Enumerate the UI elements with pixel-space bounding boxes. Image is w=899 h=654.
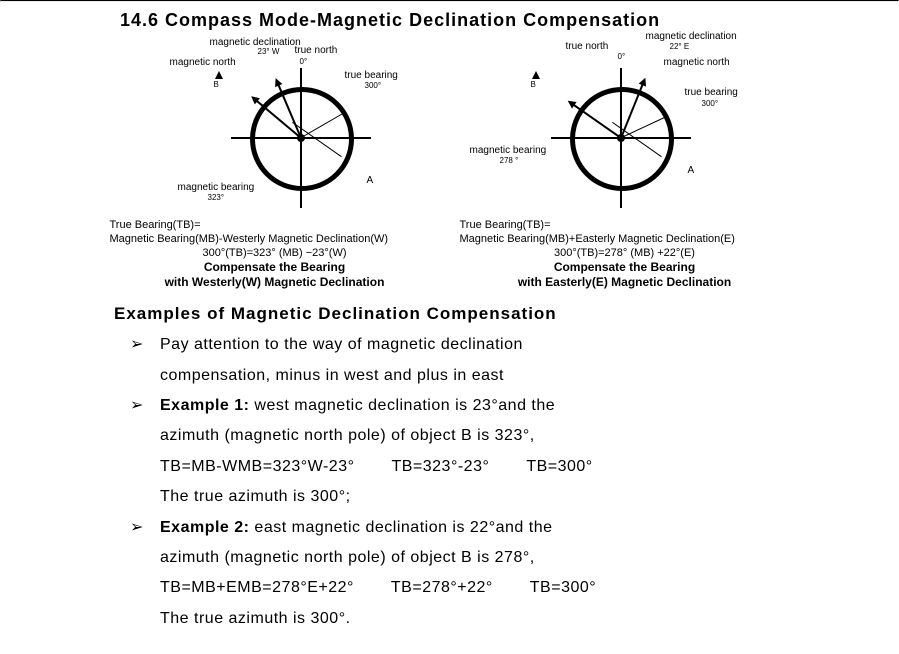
diagram-east: magnetic declination 22° E true north 0°… [470, 37, 750, 217]
triangle-b-icon [532, 71, 540, 79]
example-label: Example 1: [160, 397, 249, 414]
list-item: ➢ Example 1: west magnetic declination i… [130, 391, 829, 513]
label-magnetic-declination: magnetic declination [646, 31, 737, 42]
cap-line: Magnetic Bearing(MB)+Easterly Magnetic D… [460, 233, 790, 247]
label-magnetic-north: magnetic north [664, 57, 730, 68]
bullet-arrow-icon: ➢ [130, 330, 144, 360]
label-A: A [688, 165, 695, 176]
cap-line-bold: with Westerly(W) Magnetic Declination [110, 275, 440, 290]
formula-row: TB=MB-WMB=323°W-23° TB=323°-23° TB=300° [160, 458, 625, 475]
label-magnetic-bearing-val: 278 ° [500, 156, 519, 165]
cap-line-bold: with Easterly(E) Magnetic Declination [460, 275, 790, 290]
captions-row: True Bearing(TB)= Magnetic Bearing(MB)-W… [0, 219, 899, 290]
label-true-bearing: true bearing [345, 70, 398, 81]
text: azimuth (magnetic north pole) of object … [160, 549, 535, 566]
text: Pay attention to the way of magnetic dec… [160, 336, 523, 353]
caption-east: True Bearing(TB)= Magnetic Bearing(MB)+E… [460, 219, 790, 290]
label-md-value: 22° E [670, 42, 690, 51]
text: The true azimuth is 300°. [160, 610, 351, 627]
label-true-north: true north [566, 41, 609, 52]
formula: TB=MB-WMB=323°W-23° [160, 452, 355, 482]
label-true-bearing-val: 300° [365, 81, 382, 90]
formula: TB=278°+22° [391, 573, 493, 603]
cap-line-bold: Compensate the Bearing [460, 260, 790, 275]
label-md-value: 23° W [258, 47, 280, 56]
cap-line-bold: Compensate the Bearing [110, 260, 440, 275]
bullet-list: ➢ Pay attention to the way of magnetic d… [130, 330, 829, 634]
formula: TB=300° [530, 573, 596, 603]
section-title: 14.6 Compass Mode-Magnetic Declination C… [120, 10, 899, 31]
triangle-b-icon [215, 71, 223, 79]
label-true-north-deg: 0° [618, 52, 626, 61]
text: The true azimuth is 300°; [160, 488, 351, 505]
bullet-arrow-icon: ➢ [130, 513, 144, 543]
label-A: A [367, 175, 374, 186]
label-B: B [214, 80, 219, 89]
text: compensation, minus in west and plus in … [160, 367, 504, 384]
caption-west: True Bearing(TB)= Magnetic Bearing(MB)-W… [110, 219, 440, 290]
cap-line: 300°(TB)=278° (MB) +22°(E) [460, 247, 790, 261]
label-magnetic-north: magnetic north [170, 57, 236, 68]
label-true-north-deg: 0° [300, 57, 308, 66]
label-magnetic-bearing-val: 323° [208, 193, 225, 202]
label-true-north: true north [295, 45, 338, 56]
text: azimuth (magnetic north pole) of object … [160, 427, 535, 444]
formula: TB=323°-23° [391, 452, 489, 482]
cap-line: True Bearing(TB)= [460, 219, 790, 233]
list-item: ➢ Pay attention to the way of magnetic d… [130, 330, 829, 391]
arrowhead-icon [638, 76, 648, 86]
formula: TB=300° [526, 452, 592, 482]
list-item: ➢ Example 2: east magnetic declination i… [130, 513, 829, 635]
formula-row: TB=MB+EMB=278°E+22° TB=278°+22° TB=300° [160, 579, 628, 596]
example-label: Example 2: [160, 519, 249, 536]
cap-line: Magnetic Bearing(MB)-Westerly Magnetic D… [110, 233, 440, 247]
text: east magnetic declination is 22°and the [249, 519, 552, 536]
cap-line: True Bearing(TB)= [110, 219, 440, 233]
diagrams-row: magnetic declination 23° W true north 0°… [0, 37, 899, 217]
arrowhead-icon [565, 97, 576, 108]
examples-title: Examples of Magnetic Declination Compens… [114, 304, 899, 324]
text: west magnetic declination is 23°and the [249, 397, 555, 414]
label-magnetic-declination: magnetic declination [210, 37, 301, 48]
label-B: B [531, 80, 536, 89]
arrowhead-icon [271, 77, 281, 87]
formula: TB=MB+EMB=278°E+22° [160, 573, 354, 603]
label-magnetic-bearing: magnetic bearing [470, 145, 547, 156]
arrowhead-icon [248, 93, 259, 104]
label-true-bearing-val: 300° [702, 99, 719, 108]
label-true-bearing: true bearing [685, 87, 738, 98]
label-magnetic-bearing: magnetic bearing [178, 182, 255, 193]
cap-line: 300°(TB)=323° (MB) −23°(W) [110, 247, 440, 261]
diagram-west: magnetic declination 23° W true north 0°… [150, 37, 430, 217]
bullet-arrow-icon: ➢ [130, 391, 144, 421]
